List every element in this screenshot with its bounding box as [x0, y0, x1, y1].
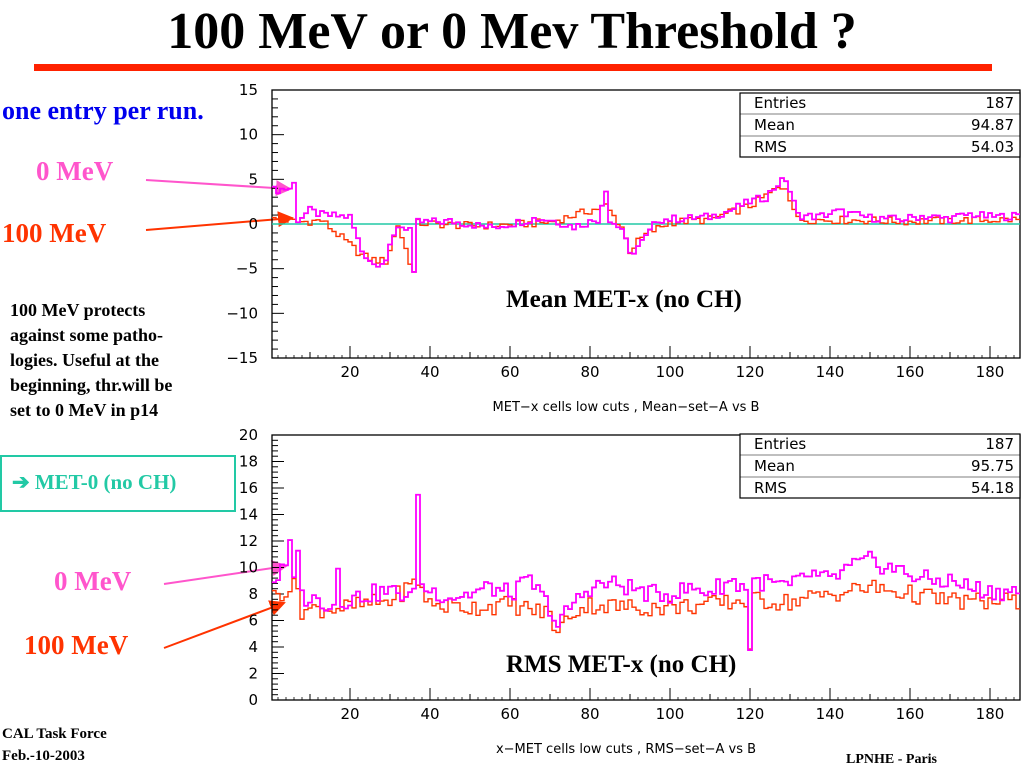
x-tick-label: 60 [500, 363, 519, 381]
y-tick-label: 0 [248, 691, 258, 709]
x-tick-label: 40 [420, 363, 439, 381]
stats-value: 187 [985, 94, 1014, 112]
chart-caption: MET−x cells low cuts , Mean−set−A vs B [493, 400, 760, 415]
y-tick-label: 0 [248, 215, 258, 233]
title-divider [34, 64, 992, 71]
stats-box [739, 92, 1021, 158]
y-tick-label: −5 [236, 260, 258, 278]
stats-value: 54.18 [971, 479, 1014, 497]
chart-caption: x−MET cells low cuts , RMS−set−A vs B [496, 742, 756, 757]
stats-label: RMS [754, 138, 787, 156]
y-tick-label: 8 [248, 585, 258, 603]
stats-value: 95.75 [971, 457, 1014, 475]
x-tick-label: 120 [736, 705, 765, 723]
x-tick-label: 160 [896, 705, 925, 723]
label-0mev-bottom: 0 MeV [54, 566, 132, 596]
y-tick-label: 20 [239, 426, 258, 444]
series-100-mev [272, 577, 1020, 650]
plot-label-rms: RMS MET-x (no CH) [506, 651, 737, 678]
note-line: beginning, thr.will be [10, 375, 173, 395]
stats-label: Entries [754, 435, 806, 453]
stats-label: Entries [754, 94, 806, 112]
met0-label: ➔ MET-0 (no CH) [12, 470, 176, 495]
stats-label: RMS [754, 479, 787, 497]
x-tick-label: 80 [580, 363, 599, 381]
footer-line2: Feb.-10-2003 [2, 748, 85, 764]
y-tick-label: 15 [239, 81, 258, 99]
note-line: against some patho- [10, 325, 164, 345]
x-tick-label: 100 [656, 705, 685, 723]
y-tick-label: 14 [239, 506, 258, 524]
stats-value: 54.03 [971, 138, 1014, 156]
arrow-right-icon: ➔ [12, 470, 30, 494]
met0-box [0, 455, 236, 512]
page-title: 100 MeV or 0 Mev Threshold ? [167, 3, 857, 60]
x-tick-label: 160 [896, 363, 925, 381]
note-line: set to 0 MeV in p14 [10, 400, 159, 420]
one-entry-note: one entry per run. [2, 96, 204, 125]
x-tick-label: 40 [420, 705, 439, 723]
y-tick-label: 10 [239, 126, 258, 144]
stats-value: 94.87 [971, 116, 1014, 134]
footer-line1: CAL Task Force [2, 726, 107, 742]
y-tick-label: 18 [239, 453, 258, 471]
arrow-0mev-bottom [163, 560, 288, 585]
y-tick-label: 2 [248, 665, 258, 683]
label-100mev-bottom: 100 MeV [24, 630, 129, 660]
label-100mev-top: 100 MeV [2, 218, 107, 248]
x-tick-label: 140 [816, 363, 845, 381]
y-tick-label: 12 [239, 532, 258, 550]
plot-label-mean: Mean MET-x (no CH) [506, 286, 742, 313]
stats-box [739, 433, 1021, 499]
met0-text: MET-0 (no CH) [34, 470, 177, 494]
plot-frame [271, 89, 1021, 359]
x-tick-label: 180 [976, 363, 1005, 381]
x-tick-label: 100 [656, 363, 685, 381]
x-tick-label: 180 [976, 705, 1005, 723]
x-tick-label: 60 [500, 705, 519, 723]
series-100-mev [272, 186, 1020, 273]
x-tick-label: 20 [340, 363, 359, 381]
chart-1: 0 2 4 6 8 10 12 14 16 18 20 20 40 60 80 100 120 140 160 180… [239, 426, 1021, 757]
note-line: 100 MeV protects [10, 300, 146, 320]
x-tick-label: 80 [580, 705, 599, 723]
x-tick-label: 140 [816, 705, 845, 723]
footer-right: LPNHE - Paris [846, 752, 937, 767]
label-0mev-top: 0 MeV [36, 156, 114, 186]
stats-value: 187 [985, 435, 1014, 453]
arrow-0mev-top [145, 179, 292, 197]
arrow-100mev-bottom [163, 600, 286, 649]
series-0-mev [272, 493, 1020, 652]
y-tick-label: 10 [239, 559, 258, 577]
x-tick-label: 20 [340, 705, 359, 723]
y-tick-label: 6 [248, 612, 258, 630]
y-tick-label: 5 [248, 170, 258, 188]
series-0-mev [272, 177, 1020, 273]
x-tick-label: 120 [736, 363, 765, 381]
threshold-note: 100 MeV protects against some patho- log… [10, 298, 250, 423]
arrow-100mev-top [145, 211, 294, 231]
stats-label: Mean [754, 457, 795, 475]
y-tick-label: 4 [248, 638, 258, 656]
stats-label: Mean [754, 116, 795, 134]
note-line: logies. Useful at the [10, 350, 159, 370]
y-tick-label: 16 [239, 479, 258, 497]
